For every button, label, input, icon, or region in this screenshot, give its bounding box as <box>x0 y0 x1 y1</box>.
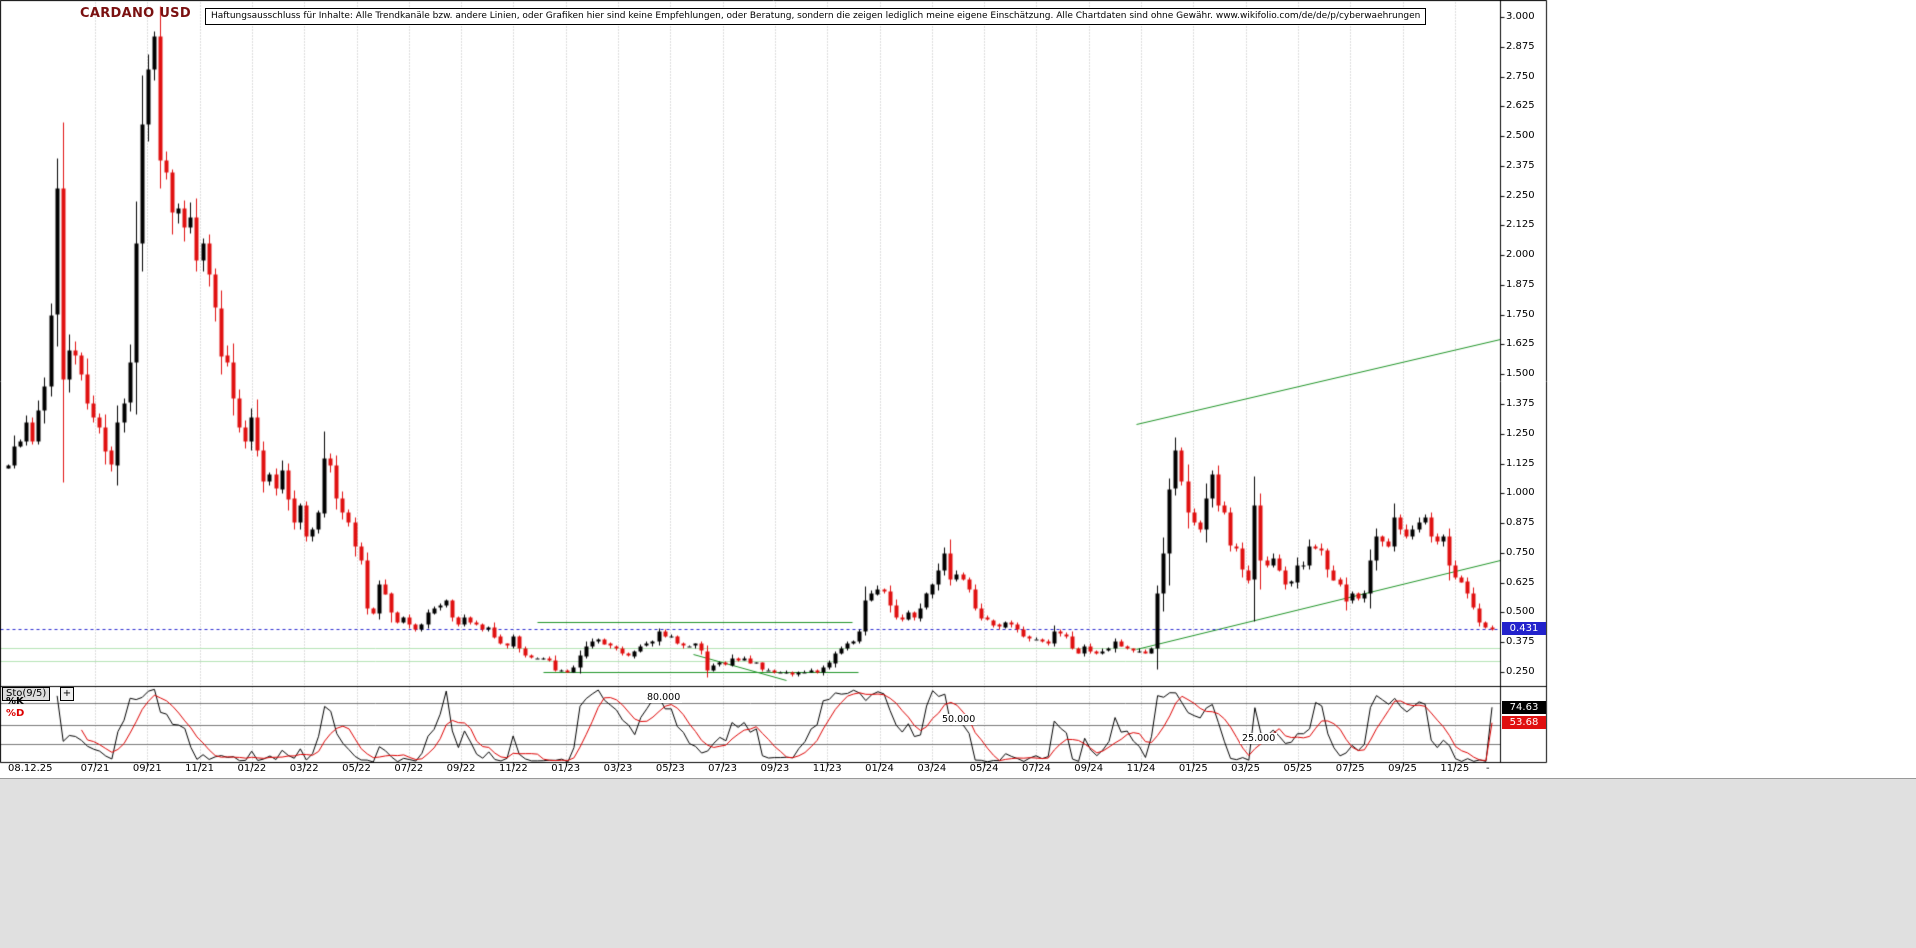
x-axis-tick-label: 05/24 <box>969 763 999 774</box>
indicator-level-label: 25.000 <box>1240 732 1278 744</box>
x-axis-tick-label: 05/25 <box>1283 763 1313 774</box>
x-axis-tick-label: 05/23 <box>655 763 685 774</box>
y-axis-tick-label: 1.750 <box>1506 308 1535 320</box>
x-axis-tick-label: 03/24 <box>917 763 947 774</box>
y-axis-tick-label: 2.875 <box>1506 40 1535 52</box>
k-line-label: %K <box>6 696 24 707</box>
x-axis-tick-label: 07/22 <box>394 763 424 774</box>
y-axis-tick-label: 2.500 <box>1506 130 1535 142</box>
y-axis-tick-label: 2.750 <box>1506 70 1535 82</box>
d-line-label: %D <box>6 708 25 719</box>
y-axis-tick-label: 1.500 <box>1506 368 1535 380</box>
x-axis-tick-label: 11/22 <box>498 763 528 774</box>
x-axis-tick-label: 09/23 <box>760 763 790 774</box>
y-axis-tick-label: 2.250 <box>1506 189 1535 201</box>
x-axis-tick-label: 09/22 <box>446 763 476 774</box>
y-axis-tick-label: 0.500 <box>1506 606 1535 618</box>
x-axis-tick-label: 11/25 <box>1440 763 1470 774</box>
y-axis-tick-label: 2.625 <box>1506 100 1535 112</box>
x-axis-tick-label: 01/24 <box>865 763 894 774</box>
y-axis-tick-label: 0.375 <box>1506 636 1535 648</box>
axis-end-mark: - <box>1486 763 1490 774</box>
indicator-level-label: 80.000 <box>645 691 683 703</box>
x-axis-tick-label: 11/21 <box>185 763 214 774</box>
x-axis-tick-label: 07/23 <box>708 763 737 774</box>
y-axis-tick-label: 0.625 <box>1506 576 1535 588</box>
x-axis-tick-label: 01/25 <box>1178 763 1208 774</box>
x-axis-tick-label: 07/21 <box>80 763 110 774</box>
x-axis-tick-label: 09/24 <box>1074 763 1104 774</box>
x-axis-tick-label: 03/22 <box>289 763 319 774</box>
indicator-name: Sto(9/5) <box>6 688 47 699</box>
date-stamp-label: 08.12.25 <box>8 763 53 774</box>
y-axis-tick-label: 1.625 <box>1506 338 1535 350</box>
y-axis-tick-label: 0.750 <box>1506 546 1535 558</box>
y-axis-tick-label: 3.000 <box>1506 11 1535 22</box>
instrument-title: CARDANO USD <box>80 6 191 21</box>
indicator-label[interactable]: Sto(9/5) <box>2 687 51 701</box>
x-axis-tick-label: 03/25 <box>1231 763 1260 774</box>
disclaimer-text: Haftungsausschluss für Inhalte: Alle Tre… <box>205 8 1427 25</box>
y-axis-tick-label: 2.125 <box>1506 219 1535 231</box>
indicator-expand-button[interactable]: + <box>60 687 74 701</box>
y-axis-tick-label: 1.375 <box>1506 398 1535 409</box>
y-axis-tick-label: 2.375 <box>1506 159 1535 171</box>
y-axis-tick-label: 1.250 <box>1506 427 1535 439</box>
x-axis-tick-label: 07/25 <box>1335 763 1365 774</box>
y-axis-tick-label: 0.875 <box>1506 517 1535 529</box>
x-axis-tick-label: 07/24 <box>1021 763 1051 774</box>
current-price-badge: 0.431 <box>1502 621 1546 635</box>
indicator-level-label: 50.000 <box>940 714 978 725</box>
x-axis-tick-label: 11/24 <box>1126 763 1156 774</box>
k-value-badge: 74.63 <box>1502 700 1546 714</box>
x-axis-tick-label: 03/23 <box>603 763 633 774</box>
y-axis-tick-label: 0.250 <box>1506 665 1535 677</box>
y-axis-tick-label: 1.875 <box>1506 278 1535 290</box>
d-value-badge: 53.68 <box>1502 716 1546 730</box>
x-axis-tick-label: 01/23 <box>551 763 581 774</box>
x-axis-tick-label: 11/23 <box>812 763 842 774</box>
x-axis-tick-label: 09/25 <box>1388 763 1417 774</box>
footer-area <box>0 778 1916 948</box>
x-axis-tick-label: 05/22 <box>342 763 371 774</box>
y-axis-tick-label: 2.000 <box>1506 249 1535 261</box>
x-axis-tick-label: 01/22 <box>237 763 267 774</box>
x-axis-tick-label: 09/21 <box>132 763 162 774</box>
y-axis-tick-label: 1.125 <box>1506 457 1535 469</box>
y-axis-tick-label: 1.000 <box>1506 487 1535 499</box>
chart-plot-canvas[interactable] <box>0 0 1916 778</box>
